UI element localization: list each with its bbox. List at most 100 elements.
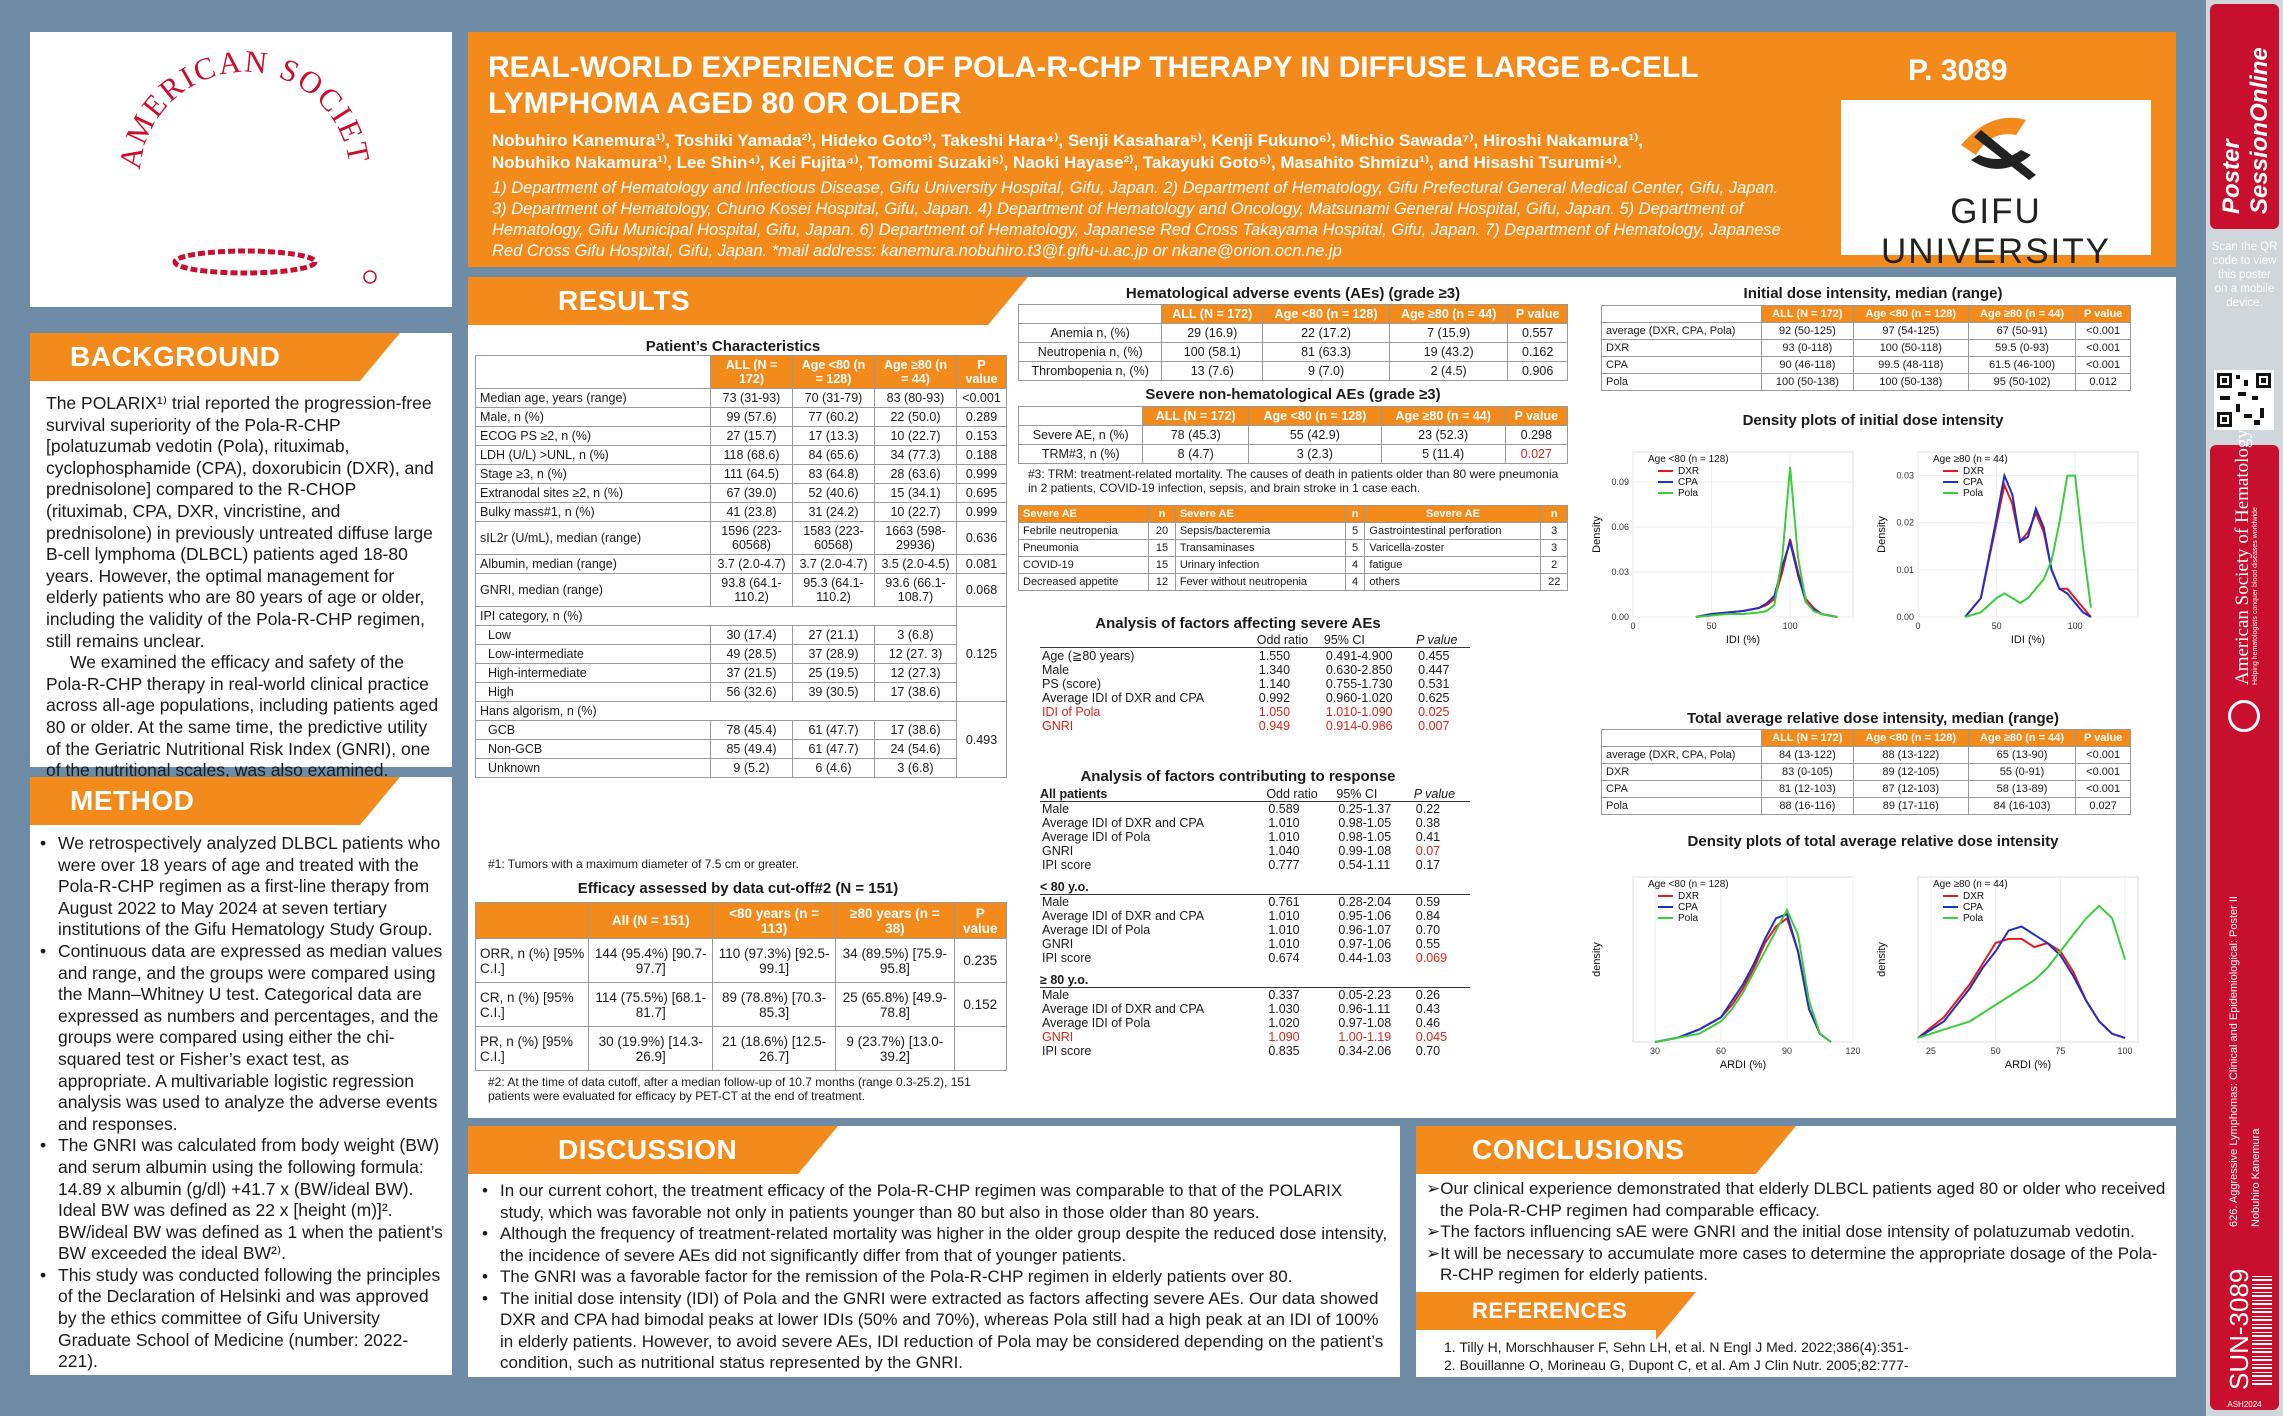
table-cell: 3 <box>1540 522 1568 540</box>
conclusions-list: ➢Our clinical experience demonstrated th… <box>1426 1178 2166 1286</box>
table-cell: 0.98-1.05 <box>1338 816 1392 830</box>
pc-head: ALL (N = 172) <box>710 355 793 389</box>
table-cell: Pola <box>1601 373 1762 391</box>
table-cell: Neutropenia n, (%) <box>1017 342 1163 362</box>
plot-area <box>1632 876 1854 1043</box>
sidebar-year: ASH2024 <box>2227 1400 2262 1409</box>
x-tick-label: 120 <box>1845 1046 1860 1056</box>
y-tick-label: 0.03 <box>1611 567 1629 577</box>
table-cell: 0.636 <box>956 521 1007 555</box>
table-cell: IPI score <box>1042 858 1092 872</box>
table-cell: 0.069 <box>1415 951 1448 965</box>
legend-label: DXR <box>1678 891 1699 902</box>
table-row: PR, n (%) [95% C.I.] 30 (19.9%) [14.3-26.… <box>474 1026 1008 1071</box>
table-cell: 0.41 <box>1415 830 1441 844</box>
table-cell: 65 (13-90) <box>1967 746 2077 764</box>
x-tick-label: 50 <box>1707 621 1717 631</box>
table-cell: 1.140 <box>1258 677 1291 691</box>
eff-note: #2: At the time of data cutoff, after a … <box>488 1075 971 1103</box>
tard-title: Total average relative dose intensity, m… <box>1686 710 2060 727</box>
table-cell: 0.068 <box>956 573 1007 607</box>
table-cell: 1.00-1.19 <box>1338 1030 1392 1044</box>
table-cell: Male <box>1042 988 1070 1002</box>
sidebar-barcode <box>2252 1275 2272 1385</box>
table-cell: 85 (49.4) <box>710 739 793 759</box>
table-cell: 0.999 <box>956 502 1007 522</box>
legend-label: CPA <box>1963 902 1983 913</box>
table-cell: COVID-19 <box>1017 556 1150 574</box>
table-cell: ECOG PS ≥2, n (%) <box>475 426 711 446</box>
table-cell: 0.96-1.11 <box>1338 1002 1391 1016</box>
table-cell: 1.050 <box>1258 705 1291 719</box>
legend-label: DXR <box>1678 466 1699 477</box>
table-cell: 41 (23.8) <box>710 502 793 522</box>
table-row: CR, n (%) [95% C.I.] 114 (75.5%) [68.1-81… <box>474 982 1008 1027</box>
table-cell: 3.5 (2.0-4.5) <box>874 554 957 574</box>
sae-head: n <box>1540 505 1568 523</box>
pc-title: Patient’s Characteristics <box>645 338 821 355</box>
di-head: P value <box>2075 305 2131 323</box>
pc-table: ALL (N = 172) Age <80 (n = 128) Age ≥80 … <box>475 355 1007 778</box>
title-banner: REAL-WORLD EXPERIENCE OF POLA-R-CHP THER… <box>468 32 2176 271</box>
table-cell: 0.152 <box>953 982 1008 1027</box>
table-row: GNRI 1.010 0.97-1.06 0.55 <box>1040 937 1470 951</box>
table-cell: 78 (45.3) <box>1142 425 1250 445</box>
legend-label: CPA <box>1678 902 1698 913</box>
table-cell: 52 (40.6) <box>792 483 875 503</box>
table-cell: 3 (2.3) <box>1248 444 1382 464</box>
table-cell: 30 (19.9%) [14.3-26.9] <box>588 1026 714 1071</box>
table-cell: Febrile neutropenia <box>1017 522 1150 540</box>
table-cell: Severe AE, n (%) <box>1017 425 1144 445</box>
table-row: High 56 (32.6) 39 (30.5) 17 (38.6) <box>475 682 1007 702</box>
table-cell: 17 (38.6) <box>874 720 957 740</box>
tard-table: ALL (N = 172) Age <80 (n = 128) Age ≥80 … <box>1601 729 2131 815</box>
eff-head: All (N = 151) <box>588 902 714 939</box>
table-cell: 0.22 <box>1415 802 1441 816</box>
table-cell: 0.99-1.08 <box>1338 844 1392 858</box>
sidebar-author: Nobuhiro Kanemura <box>2250 1128 2262 1227</box>
table-cell: 83 (0-105) <box>1760 763 1854 781</box>
table-cell: GNRI <box>1042 844 1074 858</box>
table-cell: 77 (60.2) <box>792 407 875 427</box>
table-cell: fatigue <box>1364 556 1542 574</box>
table-cell: Hans algorism, n (%) <box>475 701 957 721</box>
table-cell: 3.7 (2.0-4.7) <box>792 554 875 574</box>
sev-title: Analysis of factors affecting severe AEs <box>1095 615 1381 632</box>
table-row: Unknown 9 (5.2) 6 (4.6) 3 (6.8) <box>475 758 1007 778</box>
discussion-item: In our current cohort, the treatment eff… <box>478 1180 1388 1223</box>
reg-head: Odd ratio <box>1256 633 1309 647</box>
sidebar-main: American Society of Hematology Helping h… <box>2210 429 2279 1410</box>
table-cell: 70 (31-79) <box>792 388 875 408</box>
table-cell: 0.447 <box>1418 663 1450 677</box>
sidebar: Poster SessionOnline Scan the QR code to… <box>2206 0 2283 1416</box>
table-cell: 1.010 <box>1268 923 1300 937</box>
y-axis-label: density <box>1876 942 1888 977</box>
table-cell: 0.96-1.07 <box>1338 923 1392 937</box>
table-cell: 22 (50.0) <box>874 407 957 427</box>
table-row: Hans algorism, n (%) 0.493 <box>475 701 1007 778</box>
table-cell: 0.949 <box>1258 719 1291 733</box>
background-p2: We examined the efficacy and safety of t… <box>46 652 439 781</box>
reference-item: 1. Tilly H, Morschhauser F, Sehn LH, et … <box>1444 1339 1909 1355</box>
table-cell: <0.001 <box>2075 322 2131 340</box>
table-cell: 0.298 <box>1504 425 1569 445</box>
sae-head: Severe AE <box>1364 505 1542 523</box>
x-tick-label: 100 <box>1783 621 1798 631</box>
table-row: Low-intermediate 49 (28.5) 37 (28.9) 12 (27… <box>475 644 1007 664</box>
y-tick-label: 0.06 <box>1611 522 1629 532</box>
table-cell: IPI score <box>1042 1044 1092 1058</box>
table-cell: Bulky mass#1, n (%) <box>475 502 711 522</box>
table-cell: 0.97-1.08 <box>1338 1016 1392 1030</box>
table-cell: 24 (54.6) <box>874 739 957 759</box>
table-cell: 0.84 <box>1415 909 1441 923</box>
table-row: IDI of Pola 1.050 1.010-1.090 0.025 <box>1040 705 1470 719</box>
table-cell: <0.001 <box>956 388 1007 408</box>
table-cell: 89 (12-105) <box>1852 763 1969 781</box>
table-cell: average (DXR, CPA, Pola) <box>1601 322 1762 340</box>
legend-label: Pola <box>1963 488 1983 499</box>
table-cell: PS (score) <box>1042 677 1102 691</box>
qr-code[interactable] <box>2214 370 2274 430</box>
ae-head: Age <80 (n = 128) <box>1262 304 1390 324</box>
table-cell: 0.70 <box>1415 1044 1441 1058</box>
ae-head <box>1017 304 1163 324</box>
